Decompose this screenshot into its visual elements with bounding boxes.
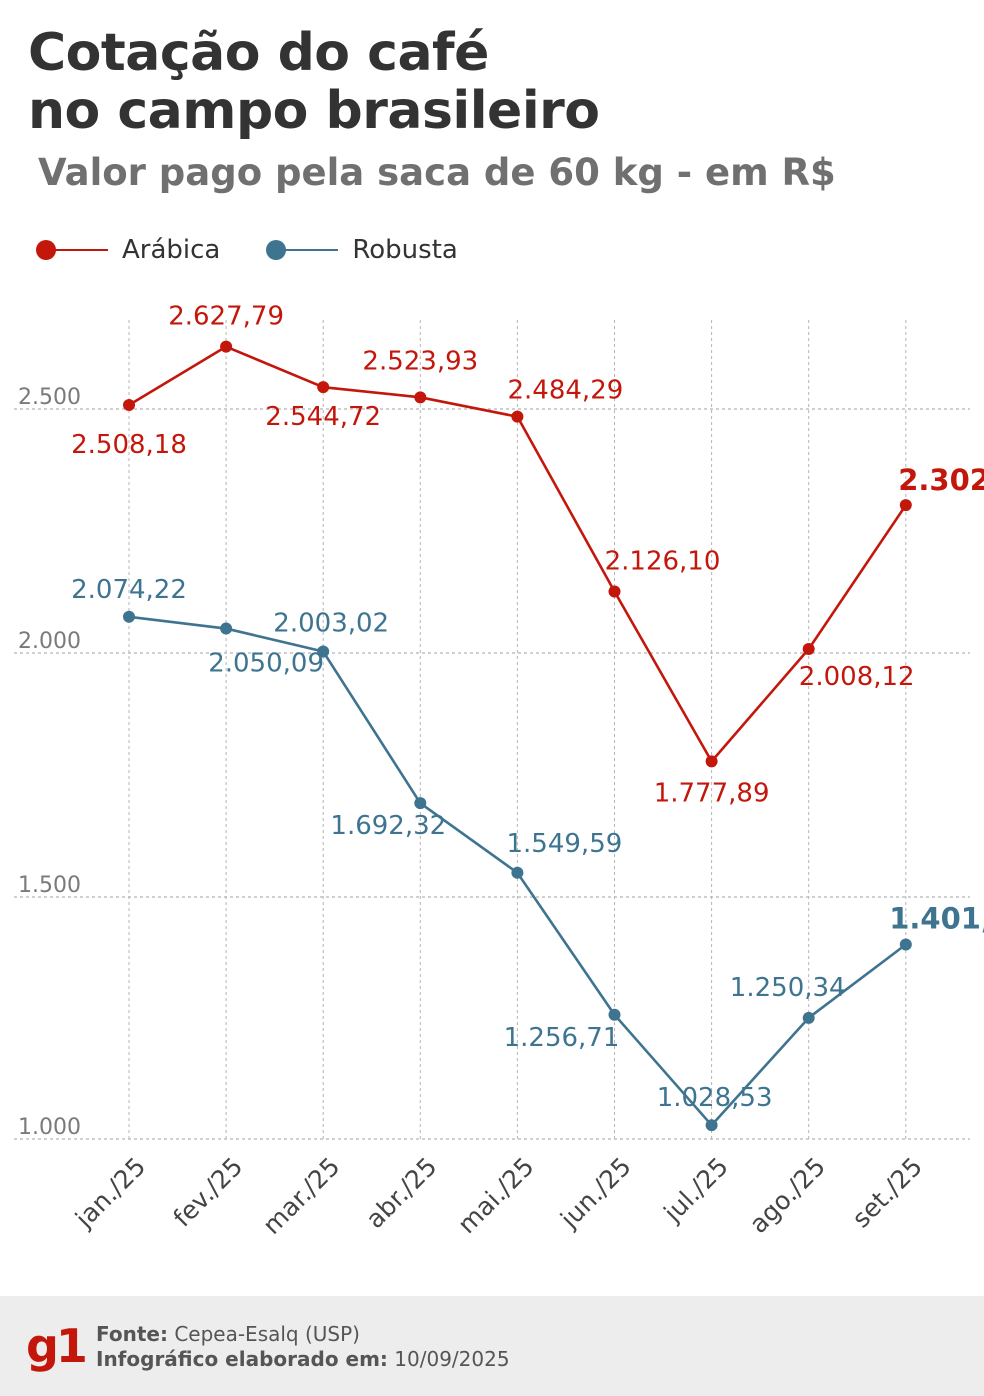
point-robusta-0 — [123, 610, 135, 623]
x-tick-label-6: jul./25 — [658, 1152, 734, 1228]
x-tick-label-8: set./25 — [846, 1152, 928, 1234]
footer-credits: Fonte: Cepea-Esalq (USP) Infográfico ela… — [96, 1322, 510, 1372]
x-tick-label-4: mai./25 — [452, 1152, 540, 1240]
g1-logo: g1 — [26, 1319, 88, 1373]
legend-label-robusta: Robusta — [352, 235, 458, 265]
data-label-arabica-1: 2.627,79 — [168, 302, 284, 332]
y-tick-label-1: 1.500 — [18, 873, 81, 898]
point-arabica-5 — [608, 585, 621, 598]
data-label-robusta-4: 1.549,59 — [507, 829, 623, 859]
chart-title-line-1: Cotação do café — [28, 23, 489, 83]
data-label-robusta-3: 1.692,32 — [330, 811, 446, 841]
legend-marker-arabica — [34, 240, 108, 260]
source-value: Cepea-Esalq (USP) — [174, 1322, 360, 1346]
chart-title-line-2: no campo brasileiro — [28, 81, 600, 141]
legend-item-robusta: Robusta — [264, 235, 458, 265]
y-tick-label-3: 2.500 — [18, 385, 81, 410]
data-label-robusta-1: 2.050,09 — [208, 649, 324, 679]
point-robusta-3 — [414, 797, 427, 810]
chart-legend: Arábica Robusta — [34, 230, 502, 270]
point-arabica-1 — [220, 340, 233, 353]
line-chart: 1.000 1.500 2.000 2.500 jan./25 fev./25 mar./2… — [14, 302, 984, 1240]
point-robusta-6 — [705, 1119, 718, 1132]
data-label-arabica-4: 2.484,29 — [508, 376, 624, 406]
point-arabica-0 — [123, 399, 135, 412]
data-label-robusta-7: 1.250,34 — [730, 973, 846, 1003]
point-arabica-3 — [414, 391, 427, 404]
point-robusta-1 — [220, 622, 233, 635]
data-label-arabica-8: 2.302,96 — [898, 463, 984, 497]
x-tick-label-3: abr./25 — [360, 1152, 442, 1234]
data-label-arabica-6: 1.777,89 — [654, 778, 770, 808]
point-arabica-4 — [511, 410, 524, 423]
point-robusta-2 — [317, 645, 330, 658]
date-line: Infográfico elaborado em: 10/09/2025 — [96, 1347, 510, 1372]
footer: g1 Fonte: Cepea-Esalq (USP) Infográfico … — [0, 1296, 984, 1396]
x-tick-label-1: fev./25 — [168, 1152, 249, 1233]
x-tick-label-0: jan./25 — [69, 1152, 151, 1234]
point-robusta-8 — [899, 938, 912, 951]
x-tick-label-7: ago./25 — [744, 1152, 831, 1239]
point-arabica-6 — [705, 755, 718, 768]
point-robusta-4 — [511, 866, 524, 879]
point-arabica-2 — [317, 381, 330, 394]
legend-marker-robusta — [264, 240, 339, 260]
date-value: 10/09/2025 — [394, 1347, 510, 1371]
point-robusta-7 — [802, 1011, 815, 1024]
data-label-robusta-6: 1.028,53 — [657, 1083, 773, 1113]
legend-label-arabica: Arábica — [122, 235, 221, 265]
data-label-arabica-3: 2.523,93 — [362, 346, 478, 376]
legend-item-arabica: Arábica — [34, 235, 220, 265]
data-label-arabica-5: 2.126,10 — [605, 546, 721, 576]
point-robusta-5 — [608, 1008, 621, 1021]
date-label: Infográfico elaborado em: — [96, 1347, 388, 1371]
data-label-arabica-2: 2.544,72 — [265, 402, 381, 432]
data-label-arabica-7: 2.008,12 — [799, 662, 915, 692]
chart-title: Cotação do café no campo brasileiro — [28, 24, 600, 140]
source-line: Fonte: Cepea-Esalq (USP) — [96, 1322, 510, 1347]
x-tick-label-2: mar./25 — [257, 1152, 345, 1240]
data-label-robusta-0: 2.074,22 — [71, 575, 187, 605]
y-tick-label-0: 1.000 — [18, 1115, 81, 1140]
point-arabica-7 — [802, 643, 815, 656]
data-label-robusta-8: 1.401,83 — [889, 902, 984, 936]
data-label-arabica-0: 2.508,18 — [71, 430, 187, 460]
chart-subtitle: Valor pago pela saca de 60 kg - em R$ — [38, 151, 836, 194]
data-label-robusta-2: 2.003,02 — [273, 609, 389, 639]
point-arabica-8 — [899, 499, 912, 512]
source-label: Fonte: — [96, 1322, 168, 1346]
y-tick-label-2: 2.000 — [18, 629, 81, 654]
data-label-robusta-5: 1.256,71 — [504, 1023, 620, 1053]
x-tick-label-5: jun./25 — [554, 1152, 637, 1235]
